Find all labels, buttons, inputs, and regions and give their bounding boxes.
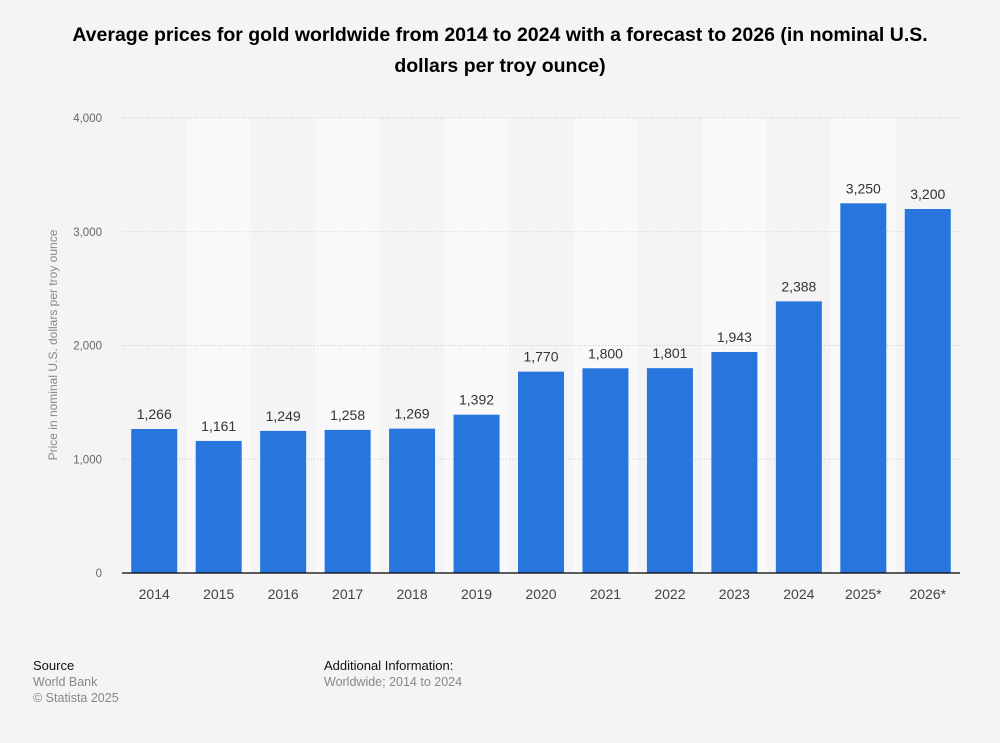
bar	[775, 301, 822, 573]
x-tick-label: 2026*	[909, 586, 946, 602]
bar	[389, 428, 436, 573]
x-tick-label: 2022	[654, 586, 685, 602]
bar	[453, 414, 500, 573]
data-label: 3,250	[846, 180, 881, 196]
source-text[interactable]: World Bank	[33, 675, 98, 689]
bar	[646, 368, 693, 573]
x-tick-label: 2014	[139, 586, 170, 602]
data-label: 1,392	[459, 392, 494, 408]
x-tick-label: 2024	[783, 586, 814, 602]
bar	[260, 430, 307, 573]
x-tick-label: 2020	[525, 586, 556, 602]
y-tick-label: 3,000	[73, 227, 102, 239]
x-tick-label: 2016	[268, 586, 299, 602]
x-tick-label: 2019	[461, 586, 492, 602]
x-tick-label: 2015	[203, 586, 234, 602]
x-tick-label: 2023	[719, 586, 750, 602]
y-tick-label: 2,000	[73, 341, 102, 353]
bar	[324, 429, 371, 573]
data-label: 3,200	[910, 186, 945, 202]
x-tick-label: 2025*	[845, 586, 882, 602]
x-tick-label: 2021	[590, 586, 621, 602]
bar	[131, 428, 178, 573]
y-tick-label: 4,000	[73, 113, 102, 125]
data-label: 1,800	[588, 345, 623, 361]
x-tick-label: 2017	[332, 586, 363, 602]
bar	[518, 371, 564, 573]
data-label: 1,258	[330, 407, 365, 423]
y-axis-label: Price in nominal U.S. dollars per troy o…	[46, 229, 60, 460]
data-label: 1,943	[717, 329, 752, 345]
bar	[840, 203, 887, 573]
bar	[582, 368, 629, 573]
copyright-text: © Statista 2025	[33, 691, 119, 705]
additional-info-heading: Additional Information:	[324, 658, 454, 673]
additional-info-block: Additional Information: Worldwide; 2014 …	[324, 658, 462, 690]
y-tick-label: 1,000	[73, 454, 102, 466]
bar	[195, 440, 242, 573]
source-heading: Source	[33, 658, 75, 673]
data-label: 1,770	[523, 349, 558, 365]
data-label: 1,249	[266, 408, 301, 424]
additional-info-text: Worldwide; 2014 to 2024	[324, 675, 463, 689]
data-label: 1,269	[395, 406, 430, 422]
data-label: 1,801	[652, 345, 687, 361]
bar	[904, 209, 951, 573]
data-label: 1,266	[137, 406, 172, 422]
data-label: 2,388	[781, 278, 816, 294]
x-tick-label: 2018	[396, 586, 427, 602]
chart-title: Average prices for gold worldwide from 2…	[72, 24, 928, 77]
source-block: Source World Bank © Statista 2025	[33, 658, 119, 706]
bar	[711, 351, 758, 573]
data-label: 1,161	[201, 418, 236, 434]
y-tick-label: 0	[96, 568, 102, 580]
